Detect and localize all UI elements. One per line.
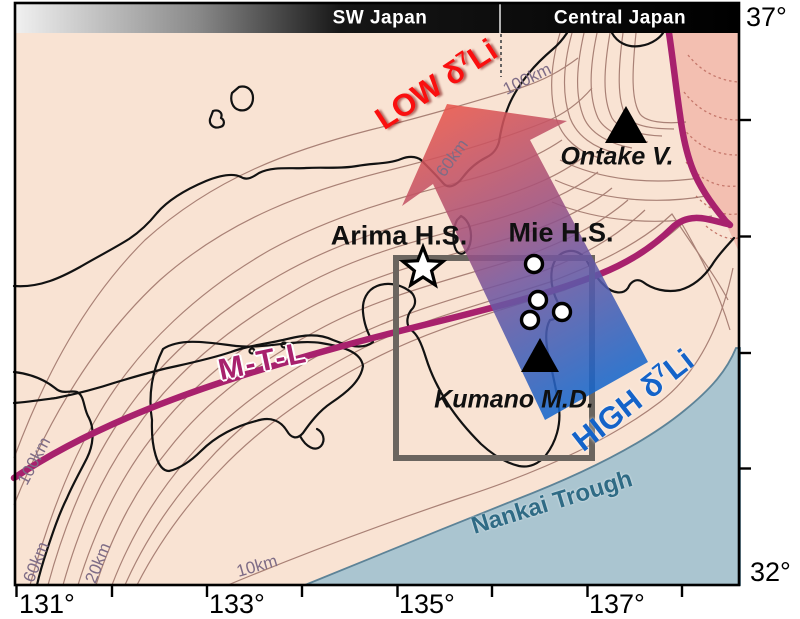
map-frame-ticks [13,1,751,597]
istl-line [665,29,734,229]
tectonic-lines [10,29,734,482]
lon-label-133: 133° [209,589,265,619]
region-label-sw-japan: SW Japan [332,7,428,29]
ontake-label: Ontake V. [560,142,674,171]
arima-label: Arima H.S. [330,220,468,251]
kumano-label: Kumano M.D. [434,385,594,414]
lon-label-135: 135° [399,589,455,619]
sea-area [304,347,741,586]
oki-island-1 [230,85,255,112]
latitude-ticks [739,118,751,470]
inland-sea-islet-2 [280,341,288,349]
kumano-triangle [521,338,559,372]
region-label-central-japan: Central Japan [553,7,687,29]
mie-label: Mie H.S. [508,217,614,248]
lat-label-bottom: 32° [750,557,791,587]
median-tectonic-line [10,214,732,482]
muroto-cape [298,427,325,450]
arima-star [398,242,448,289]
longitude-ticks [15,585,684,597]
shikoku-coast [149,340,365,473]
lat-label-top: 37° [746,2,787,32]
inland-sea-islet-1 [248,347,256,355]
toyama-coast [610,31,665,48]
ontake-volcano-triangle [605,106,647,143]
lon-label-137: 137° [589,589,645,619]
oki-island-2 [208,109,225,129]
map-frame [13,1,741,587]
header-bar [16,3,739,33]
kyushu-coast [12,370,94,587]
site-markers [398,106,647,372]
lon-label-131: 131° [19,589,75,619]
mie-hotspring-circles [519,253,573,331]
north-coast [12,31,569,288]
